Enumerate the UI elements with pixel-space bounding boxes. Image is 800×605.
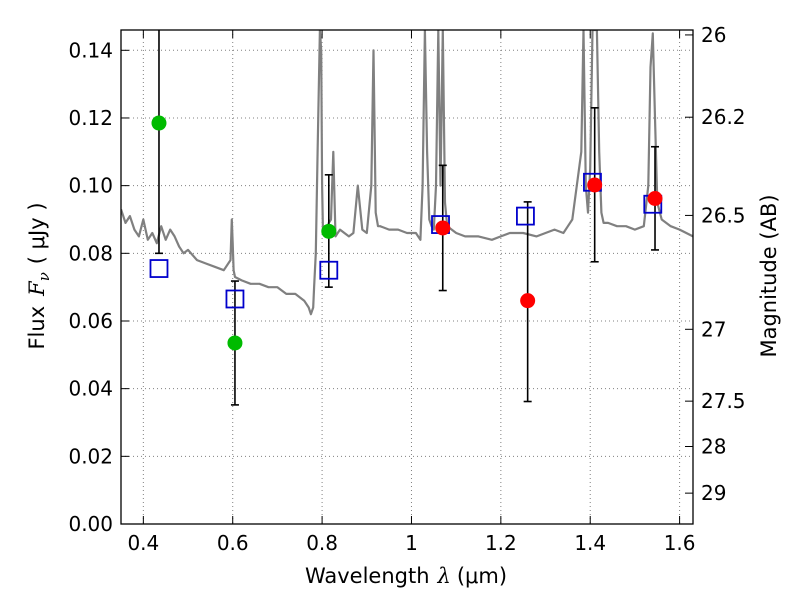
y-tick-label: 0.14 — [68, 38, 113, 62]
mag-tick-label: 27 — [701, 317, 726, 341]
model-bandpass-markers-layer — [149, 172, 663, 309]
x-tick-label: 0.4 — [127, 531, 159, 555]
axis-ticks — [121, 30, 693, 525]
observed-points-layer — [151, 115, 663, 351]
model-bandpass-square — [516, 206, 535, 226]
y-axis-label-symbol: F — [25, 280, 49, 297]
mag-tick-label: 26.5 — [701, 203, 746, 227]
x-axis-label-main: Wavelength — [305, 564, 430, 588]
mag-tick-label: 26 — [701, 23, 726, 47]
mag-tick-label: 26.2 — [701, 105, 746, 129]
x-tick-label: 1.4 — [574, 531, 606, 555]
tick-labels: 0.4 0.6 0.8 1 1.2 1.4 1.6 0.00 0.02 0.04 0.06 0.08 0… — [68, 23, 745, 555]
y-tick-label: 0.04 — [68, 377, 113, 401]
grid-lines — [121, 30, 693, 524]
model-spectrum-layer — [121, 30, 693, 316]
y-axis-label-subscript: ν — [35, 272, 53, 281]
x-axis-label-unit: (μm) — [457, 564, 507, 588]
model-bandpass-square — [149, 259, 169, 278]
observed-red-point — [520, 293, 536, 309]
observed-green-point — [151, 115, 167, 131]
y-tick-label: 0.12 — [68, 106, 113, 130]
model-bandpass-square — [319, 260, 339, 280]
observed-red-point — [435, 220, 451, 236]
mag-tick-label: 27.5 — [701, 389, 746, 413]
y-axis-label-main: Flux — [25, 306, 49, 350]
x-tick-label: 0.8 — [306, 531, 338, 555]
observed-red-point — [647, 191, 663, 207]
x-tick-label: 0.6 — [217, 531, 249, 555]
mag-tick-label: 29 — [701, 481, 726, 505]
observed-red-point — [587, 177, 603, 193]
y-axis-label: Flux Fν ( μJy ) — [25, 202, 53, 349]
model-bandpass-square — [225, 289, 245, 309]
x-tick-label: 1.6 — [664, 531, 696, 555]
observed-green-point — [321, 223, 337, 239]
x-tick-label: 1 — [405, 531, 418, 555]
x-axis-label-symbol: λ — [437, 564, 451, 588]
mag-tick-label: 28 — [701, 434, 726, 458]
x-tick-label: 1.2 — [485, 531, 517, 555]
plot-frame — [120, 29, 694, 525]
model-spectrum-line — [121, 30, 693, 316]
observed-green-point — [227, 335, 243, 351]
y-tick-label: 0.06 — [68, 309, 113, 333]
x-axis-label: Wavelength λ (μm) — [305, 564, 507, 588]
y-tick-label: 0.08 — [68, 241, 113, 265]
y-tick-label: 0.00 — [68, 512, 113, 536]
y-axis-label-unit: ( μJy ) — [25, 202, 49, 264]
y-tick-label: 0.10 — [68, 174, 113, 198]
magnitude-axis-label: Magnitude (AB) — [757, 194, 781, 357]
y-tick-label: 0.02 — [68, 444, 113, 468]
